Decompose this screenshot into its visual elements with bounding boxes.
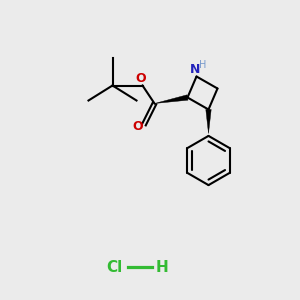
Text: Cl: Cl xyxy=(106,260,122,274)
Polygon shape xyxy=(206,110,211,134)
Text: N: N xyxy=(190,63,200,76)
Text: O: O xyxy=(136,72,146,86)
Text: H: H xyxy=(200,60,207,70)
Polygon shape xyxy=(154,95,188,103)
Text: H: H xyxy=(156,260,168,274)
Text: O: O xyxy=(132,119,143,133)
